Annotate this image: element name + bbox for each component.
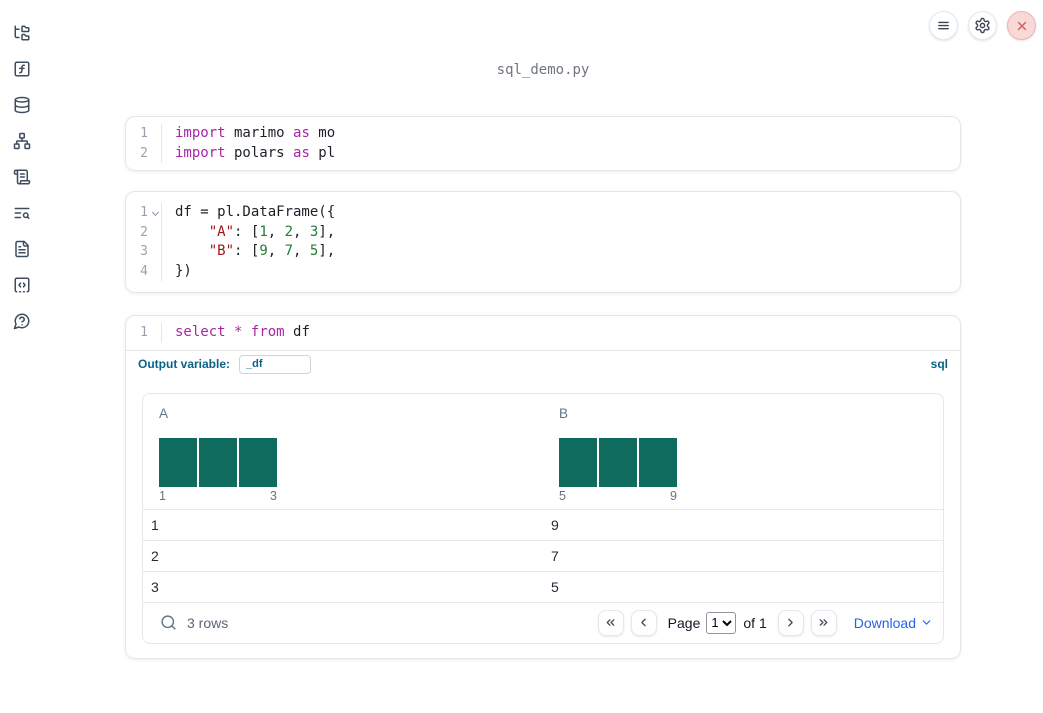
chevrons-right-icon (817, 616, 830, 629)
code-line: 1 df = pl.DataFrame({ (126, 203, 960, 223)
next-page-button[interactable] (777, 609, 804, 636)
output-variable-input[interactable] (239, 354, 312, 374)
menu-button[interactable] (929, 11, 958, 40)
page-of-label: of 1 (743, 614, 767, 631)
code-line: 1 select * from df (126, 323, 960, 343)
chevron-right-icon (784, 616, 797, 629)
logs-icon[interactable] (13, 204, 31, 222)
code-line: 4}) (126, 261, 960, 281)
axis-max-label: 3 (270, 488, 277, 503)
row-count: 3 rows (187, 614, 229, 631)
column-header-b[interactable]: B 5 9 (543, 394, 943, 509)
line-number: 1 (126, 323, 162, 343)
column-label: B (559, 405, 569, 421)
sql-language-badge[interactable]: sql (930, 357, 948, 371)
line-number: 4 (126, 261, 162, 281)
fold-chevron-icon[interactable] (151, 208, 160, 217)
line-number: 1 (126, 203, 162, 223)
settings-button[interactable] (968, 11, 997, 40)
code-text: select * from df (175, 324, 310, 340)
dependency-graph-icon[interactable] (13, 132, 31, 150)
table-header: A 1 3 B 5 9 (143, 394, 943, 509)
chevrons-left-icon (604, 616, 617, 629)
sql-editor[interactable]: 1 select * from df (126, 316, 960, 350)
download-button[interactable]: Download (854, 615, 933, 631)
chevron-down-icon (920, 616, 933, 629)
code-text: import marimo as mo (175, 125, 336, 141)
notebook-filename: sql_demo.py (496, 62, 590, 78)
cell-imports: 1 import marimo as mo 2 import polars as pl (125, 116, 961, 171)
gear-icon (974, 17, 991, 34)
menu-icon (936, 18, 951, 33)
code-text: df = pl.DataFrame({ (175, 204, 336, 220)
panel-sidebar (0, 0, 44, 713)
column-header-a[interactable]: A 1 3 (143, 394, 543, 509)
histogram-b-axis: 5 9 (559, 489, 677, 503)
histogram-a (159, 437, 277, 487)
code-text: }) (175, 262, 192, 279)
line-number: 2 (126, 143, 162, 163)
column-label: A (159, 405, 169, 421)
table-cell: 7 (551, 547, 559, 564)
table-cell: 3 (151, 578, 159, 595)
code-line: 3 "B": [9, 7, 5], (126, 242, 960, 262)
table-cell: 5 (551, 578, 559, 595)
table-cell: 1 (151, 516, 159, 533)
table-footer: 3 rows Page 1 of 1 (143, 601, 943, 643)
code-text: "A": [1, 2, 3], (208, 223, 336, 240)
chevron-left-icon (637, 616, 650, 629)
line-number: 1 (126, 124, 162, 144)
table-cell: 9 (551, 516, 559, 533)
notebook: sql_demo.py 1 import marimo as mo 2 import … (125, 0, 961, 659)
download-label: Download (853, 614, 916, 631)
page-label: Page (667, 614, 701, 631)
code-editor[interactable]: 1 df = pl.DataFrame({2 "A": [1, 2, 3], 3 "… (126, 192, 960, 292)
axis-min-label: 5 (559, 488, 566, 503)
cell-dataframe: 1 df = pl.DataFrame({2 "A": [1, 2, 3], 3 "… (125, 191, 961, 293)
histogram-bar (239, 437, 277, 487)
histogram-bar (599, 437, 637, 487)
line-number: 3 (126, 242, 162, 262)
code-text: import polars as pl (175, 144, 336, 161)
table-cell: 2 (151, 547, 159, 564)
close-icon (1015, 19, 1029, 33)
documentation-icon[interactable] (13, 240, 31, 258)
shutdown-button[interactable] (1007, 11, 1036, 40)
histogram-bar (159, 437, 197, 487)
code-line: 2 "A": [1, 2, 3], (126, 222, 960, 242)
help-icon[interactable] (13, 312, 31, 330)
axis-max-label: 9 (670, 488, 677, 503)
variables-icon[interactable] (13, 60, 31, 78)
cell-sql: 1 select * from df Output variable: sql A… (125, 315, 961, 659)
first-page-button[interactable] (597, 609, 624, 636)
prev-page-button[interactable] (630, 609, 657, 636)
line-number: 2 (126, 222, 162, 242)
snippets-icon[interactable] (13, 276, 31, 294)
scratchpad-icon[interactable] (13, 168, 31, 186)
code-line: 2 import polars as pl (126, 143, 960, 163)
last-page-button[interactable] (810, 609, 837, 636)
data-sources-icon[interactable] (13, 96, 31, 114)
histogram-bar (199, 437, 237, 487)
code-line: 1 import marimo as mo (126, 124, 960, 144)
histogram-bar (639, 437, 677, 487)
cell-output: A 1 3 B 5 9 (126, 378, 960, 658)
file-explorer-icon[interactable] (13, 24, 31, 42)
histogram-b (559, 437, 677, 487)
sql-cell-footer: Output variable: sql (126, 349, 960, 378)
histogram-a-axis: 1 3 (159, 489, 277, 503)
histogram-bar (559, 437, 597, 487)
output-variable-label: Output variable: (138, 357, 231, 371)
page-select[interactable]: 1 (706, 611, 737, 634)
code-text: "B": [9, 7, 5], (208, 243, 336, 259)
dataframe-table: A 1 3 B 5 9 (142, 392, 944, 644)
notebook-actions (929, 11, 1036, 40)
axis-min-label: 1 (159, 488, 166, 503)
code-editor[interactable]: 1 import marimo as mo 2 import polars as pl (126, 117, 960, 170)
search-icon[interactable] (160, 614, 177, 631)
